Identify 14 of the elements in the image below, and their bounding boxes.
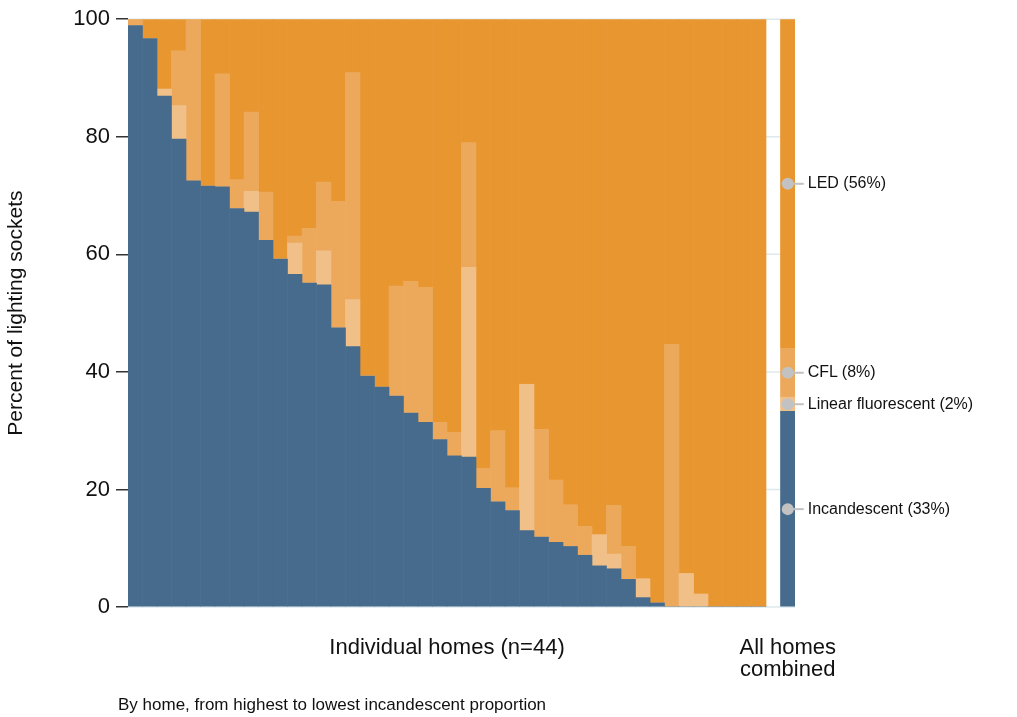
text: CFL (8%) [807,363,876,381]
y-tick-label: 80 [85,122,110,148]
x-tick-label: All homes combined [739,634,837,682]
y-tick-label: 100 [73,5,110,31]
y-tick-label: 0 [97,593,110,619]
y-tick-label: 40 [85,357,110,383]
y-tick-label: 20 [85,475,110,501]
text: By home, from highest to lowest incandescent proportion [118,694,547,714]
y-tick-label: 60 [85,240,110,266]
text: LED (56%) [807,174,886,192]
text: Incandescent (33%) [807,499,951,517]
text: Linear fluorescent (2%) [807,394,974,412]
x-axis-title: Individual homes (n=44) [329,634,565,660]
y-axis-title: Percent of lighting sockets [3,190,27,436]
